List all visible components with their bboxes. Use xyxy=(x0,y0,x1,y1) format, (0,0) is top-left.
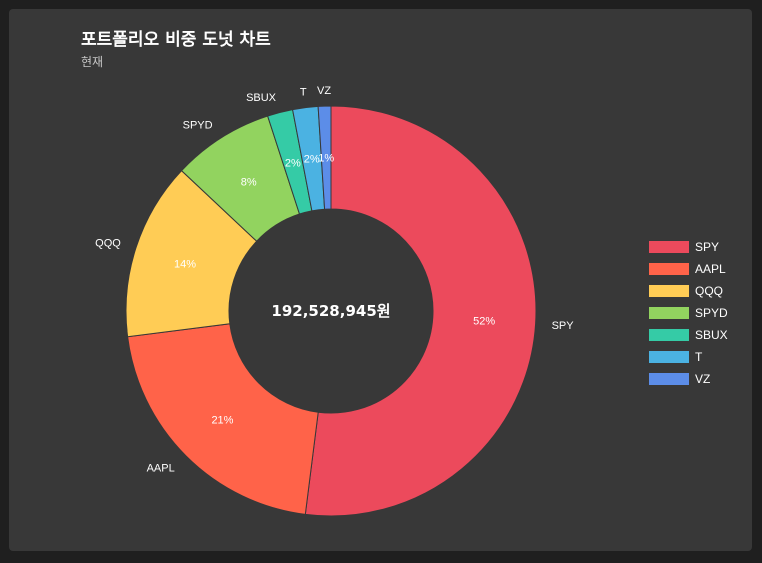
donut-center-total: 192,528,945원 xyxy=(271,302,390,320)
legend-label: SBUX xyxy=(695,328,728,342)
slice-value-label: 1% xyxy=(318,153,334,165)
legend-swatch xyxy=(649,263,689,275)
donut-slice-qqq[interactable] xyxy=(125,169,258,338)
donut-slice-spy[interactable] xyxy=(304,105,537,517)
legend-item-spy[interactable]: SPY xyxy=(649,236,749,258)
legend-swatch xyxy=(649,351,689,363)
legend-label: VZ xyxy=(695,372,711,386)
donut-slice-aapl[interactable] xyxy=(127,323,319,515)
slice-category-label: SBUX xyxy=(246,92,277,104)
chart-title: 포트폴리오 비중 도넛 차트 xyxy=(81,30,271,50)
slice-value-label: 8% xyxy=(241,176,257,188)
legend-item-aapl[interactable]: AAPL xyxy=(649,258,749,280)
slice-category-label: AAPL xyxy=(147,462,175,474)
legend-label: T xyxy=(695,350,703,364)
slice-value-label: 2% xyxy=(285,157,301,169)
legend-swatch xyxy=(649,241,689,253)
chart-subtitle: 현재 xyxy=(81,55,104,69)
legend-swatch xyxy=(649,307,689,319)
slice-category-label: VZ xyxy=(317,85,331,97)
slice-category-label: T xyxy=(300,87,307,99)
legend-swatch xyxy=(649,329,689,341)
slice-category-label: QQQ xyxy=(95,238,121,250)
slice-value-label: 14% xyxy=(174,259,196,271)
legend-label: SPY xyxy=(695,240,720,254)
slice-category-label: SPYD xyxy=(183,119,213,131)
chart-legend: SPY AAPL QQQ SPYD SBUX T VZ xyxy=(649,236,749,390)
slice-value-label: 21% xyxy=(211,415,233,427)
legend-item-t[interactable]: T xyxy=(649,346,749,368)
slice-value-label: 2% xyxy=(304,154,320,166)
legend-item-vz[interactable]: VZ xyxy=(649,368,749,390)
legend-swatch xyxy=(649,285,689,297)
legend-label: SPYD xyxy=(695,306,728,320)
legend-item-sbux[interactable]: SBUX xyxy=(649,324,749,346)
legend-swatch xyxy=(649,373,689,385)
legend-item-qqq[interactable]: QQQ xyxy=(649,280,749,302)
slice-value-label: 52% xyxy=(473,316,495,328)
donut-slice-vz[interactable] xyxy=(317,105,332,210)
slice-category-label: SPY xyxy=(552,320,575,332)
legend-label: QQQ xyxy=(695,284,724,298)
legend-label: AAPL xyxy=(695,262,726,276)
legend-item-spyd[interactable]: SPYD xyxy=(649,302,749,324)
